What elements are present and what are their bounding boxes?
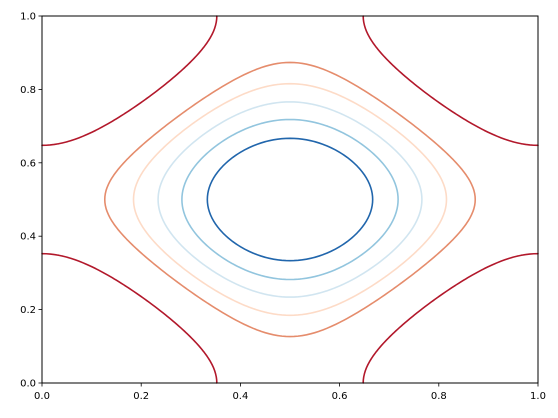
contour-level-line: [41, 15, 539, 384]
contour-level-line: [181, 118, 399, 281]
x-tick-label: 0.0: [34, 391, 50, 402]
y-tick-label: 0.2: [20, 305, 36, 316]
y-axis: 0.0 0.2 0.4 0.6 0.8 1.0: [20, 12, 42, 390]
contour-level-line: [103, 61, 477, 338]
plot-frame: [41, 15, 539, 384]
contour-level-line: [132, 82, 448, 317]
plot-area: [42, 16, 538, 383]
y-tick-label: 0.4: [20, 232, 36, 243]
x-tick-label: 1.0: [530, 391, 546, 402]
contour-level-line: [206, 137, 374, 262]
x-tick-label: 0.8: [431, 391, 447, 402]
y-tick-label: 1.0: [20, 12, 36, 23]
y-tick-label: 0.6: [20, 158, 36, 169]
contour-level-line: [157, 101, 423, 298]
x-tick-label: 0.4: [232, 391, 248, 402]
x-axis: 0.0 0.2 0.4 0.6 0.8 1.0: [34, 383, 546, 402]
y-tick-label: 0.0: [20, 379, 36, 390]
x-tick-label: 0.6: [332, 391, 348, 402]
x-tick-label: 0.2: [133, 391, 149, 402]
y-tick-label: 0.8: [20, 85, 36, 96]
contour-lines: [41, 15, 539, 384]
